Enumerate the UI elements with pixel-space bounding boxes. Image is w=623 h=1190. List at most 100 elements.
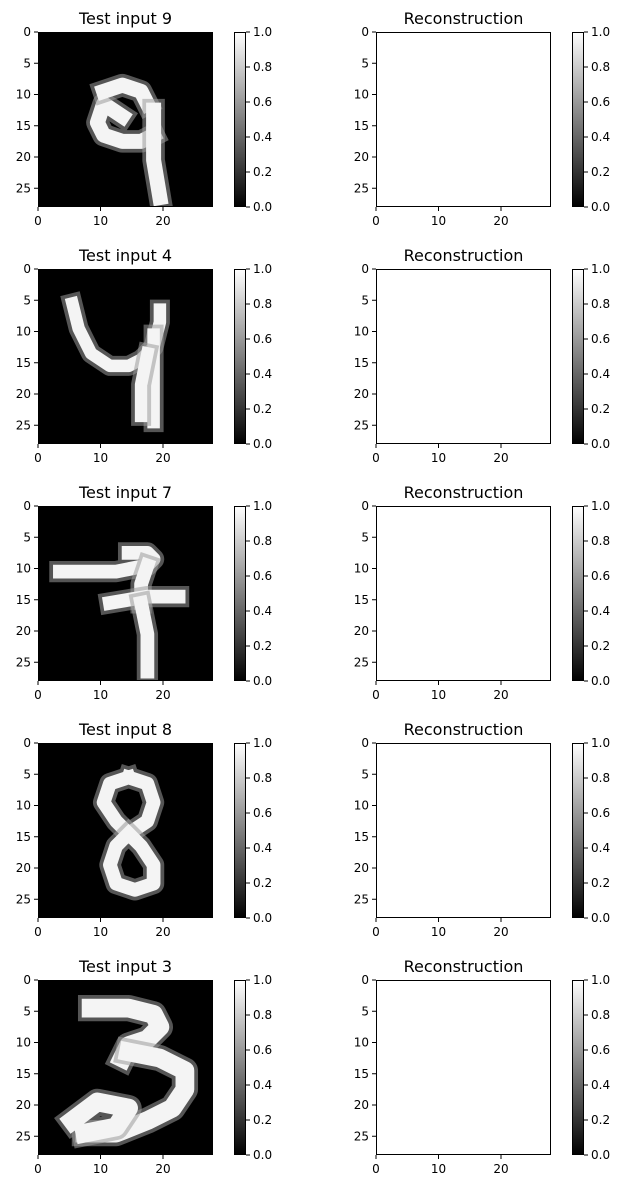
- y-tick-label: 5: [361, 293, 369, 307]
- x-tick-label: 0: [34, 214, 42, 228]
- colorbar: [572, 32, 584, 207]
- colorbar-tick-label: 0.8: [253, 297, 272, 311]
- colorbar-tick-label: 0.4: [591, 1078, 610, 1092]
- colorbar-tick-label: 0.8: [253, 771, 272, 785]
- y-tick-label: 10: [16, 799, 31, 813]
- x-tick-label: 10: [431, 214, 446, 228]
- colorbar-tick-label: 0.0: [253, 1148, 272, 1162]
- axes-frame: [376, 506, 551, 681]
- x-tick-label: 0: [34, 451, 42, 465]
- x-tick-label: 20: [155, 1162, 170, 1176]
- y-tick-label: 5: [23, 56, 31, 70]
- colorbar-tick-label: 0.2: [253, 876, 272, 890]
- y-tick-label: 5: [361, 1004, 369, 1018]
- colorbar-tick-label: 0.6: [591, 1043, 610, 1057]
- x-tick-label: 0: [372, 214, 380, 228]
- colorbar-tick-label: 1.0: [253, 25, 272, 39]
- colorbar-tick-label: 0.2: [253, 402, 272, 416]
- colorbar-tick-label: 1.0: [253, 736, 272, 750]
- colorbar-frame: [234, 980, 246, 1155]
- subplot-title: Test input 7: [78, 483, 172, 502]
- colorbar-tick-label: 1.0: [253, 973, 272, 987]
- colorbar-tick-label: 0.0: [591, 911, 610, 925]
- y-tick-label: 0: [361, 736, 369, 750]
- y-tick-label: 15: [16, 593, 31, 607]
- y-tick-label: 0: [23, 262, 31, 276]
- x-tick-label: 20: [155, 451, 170, 465]
- x-tick-label: 10: [93, 688, 108, 702]
- x-tick-label: 20: [493, 925, 508, 939]
- y-tick-label: 0: [23, 736, 31, 750]
- colorbar-tick-label: 0.6: [253, 95, 272, 109]
- axes-frame: [376, 32, 551, 207]
- x-tick-label: 10: [93, 451, 108, 465]
- x-tick-label: 10: [431, 451, 446, 465]
- y-tick-label: 25: [354, 655, 369, 669]
- y-tick-label: 15: [354, 830, 369, 844]
- subplot-title: Test input 9: [78, 9, 172, 28]
- colorbar-tick-label: 0.6: [591, 332, 610, 346]
- image-area: [376, 32, 551, 207]
- colorbar-tick-label: 1.0: [591, 25, 610, 39]
- colorbar-tick-label: 1.0: [591, 499, 610, 513]
- y-tick-label: 25: [354, 892, 369, 906]
- y-tick-label: 15: [354, 356, 369, 370]
- subplot-8: Reconstruction 0 10 20 0 5 10 15 20 25 0.0 0.2 0.4 0.…: [354, 720, 610, 939]
- y-tick-label: 15: [354, 1067, 369, 1081]
- y-tick-label: 20: [16, 861, 31, 875]
- y-tick-label: 5: [361, 56, 369, 70]
- y-tick-label: 0: [23, 499, 31, 513]
- x-tick-label: 0: [34, 925, 42, 939]
- subplot-6: Reconstruction 0 10 20 0 5 10 15 20 25 0.0 0.2 0.4 0.…: [354, 483, 610, 702]
- y-tick-label: 25: [16, 655, 31, 669]
- y-tick-label: 0: [23, 973, 31, 987]
- y-tick-label: 0: [361, 262, 369, 276]
- y-tick-label: 25: [16, 1129, 31, 1143]
- x-tick-label: 20: [493, 1162, 508, 1176]
- colorbar-tick-label: 0.2: [253, 1113, 272, 1127]
- y-tick-label: 25: [16, 892, 31, 906]
- colorbar-tick-label: 0.4: [253, 130, 272, 144]
- colorbar-frame: [572, 32, 584, 207]
- y-tick-label: 5: [23, 767, 31, 781]
- y-tick-label: 5: [23, 1004, 31, 1018]
- colorbar-frame: [234, 743, 246, 918]
- colorbar: [234, 743, 246, 918]
- colorbar-tick-label: 0.4: [253, 604, 272, 618]
- colorbar-tick-label: 0.6: [253, 1043, 272, 1057]
- x-tick-label: 10: [431, 1162, 446, 1176]
- y-tick-label: 10: [354, 1036, 369, 1050]
- digit-stroke: [103, 823, 161, 897]
- digit-stroke: [146, 102, 169, 207]
- colorbar-frame: [572, 506, 584, 681]
- y-tick-label: 20: [16, 387, 31, 401]
- x-tick-label: 20: [155, 925, 170, 939]
- colorbar-tick-label: 0.0: [591, 200, 610, 214]
- subplot-7: Test input 8 0 10 20 0 5 10 15 20 25 0.0 0.2 0.4 0.6 0…: [16, 720, 272, 939]
- colorbar-tick-label: 0.4: [253, 367, 272, 381]
- colorbar-tick-label: 0.2: [591, 402, 610, 416]
- subplot-title: Test input 3: [78, 957, 172, 976]
- x-tick-label: 20: [493, 214, 508, 228]
- y-tick-label: 20: [354, 861, 369, 875]
- colorbar-tick-label: 1.0: [253, 499, 272, 513]
- y-tick-label: 15: [16, 356, 31, 370]
- colorbar-tick-label: 1.0: [253, 262, 272, 276]
- y-tick-label: 0: [361, 499, 369, 513]
- colorbar-tick-label: 0.8: [253, 1008, 272, 1022]
- colorbar-tick-label: 0.2: [253, 165, 272, 179]
- colorbar-tick-label: 0.4: [253, 1078, 272, 1092]
- subplot-5: Test input 7 0 10 20 0 5 10 15 20 25 0.0 0.2 0.4 0.6 0…: [16, 483, 272, 702]
- colorbar-tick-label: 0.2: [253, 639, 272, 653]
- y-tick-label: 10: [16, 1036, 31, 1050]
- x-tick-label: 20: [493, 688, 508, 702]
- x-tick-label: 10: [93, 1162, 108, 1176]
- colorbar-tick-label: 0.6: [253, 569, 272, 583]
- y-tick-label: 10: [16, 325, 31, 339]
- colorbar: [234, 506, 246, 681]
- colorbar: [572, 743, 584, 918]
- subplot-title: Reconstruction: [404, 720, 524, 739]
- x-tick-label: 10: [93, 214, 108, 228]
- y-tick-label: 15: [16, 830, 31, 844]
